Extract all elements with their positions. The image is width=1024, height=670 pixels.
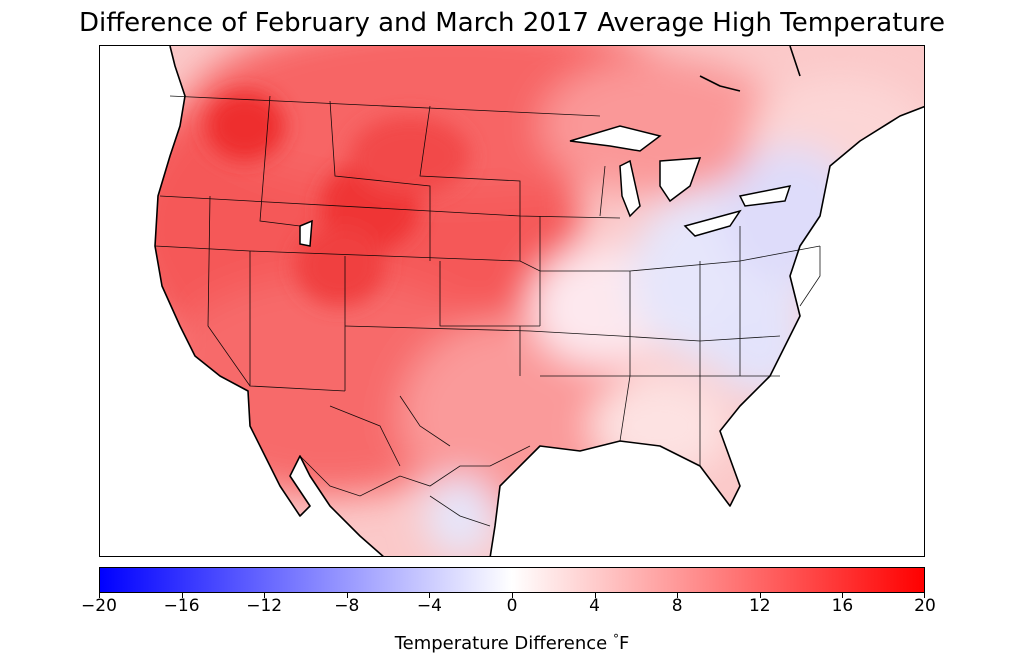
colorbar-tick-mark	[924, 593, 925, 598]
colorbar-tick-mark	[429, 593, 431, 598]
lake-huron	[659, 157, 702, 203]
map-title: Difference of February and March 2017 Av…	[79, 8, 945, 38]
colorbar-tick-mark	[677, 593, 679, 598]
colorbar-tick-label: −4	[416, 596, 442, 616]
lake-ontario	[738, 185, 792, 207]
colorbar-tick-label: 20	[914, 596, 936, 616]
colorbar-tick-mark	[99, 593, 100, 598]
colorbar-tick-label: 4	[589, 596, 601, 616]
lake-erie	[683, 209, 742, 237]
colorbar-tick-mark	[759, 593, 761, 598]
colorbar	[99, 567, 925, 593]
degree-symbol: °	[612, 632, 619, 646]
map-panel	[99, 45, 925, 557]
colorbar-tick-label: −20	[81, 596, 117, 616]
map-borders	[154, 46, 924, 556]
temperature-difference-map	[100, 46, 924, 556]
colorbar-tick-label: −12	[246, 596, 283, 616]
colorbar-tick-label: 8	[671, 596, 683, 616]
colorbar-label: Temperature Difference °F	[0, 632, 1024, 654]
colorbar-tick-mark	[181, 593, 183, 598]
state-borders	[154, 95, 821, 527]
colorbar-gradient	[100, 568, 924, 592]
colorbar-ticks: −20 −16 −12 −8 −4 0 4 8 12 16 20	[81, 593, 936, 623]
colorbar-tick-mark	[842, 593, 844, 598]
lake-michigan	[619, 159, 641, 218]
colorbar-tick-label: −16	[163, 596, 200, 616]
colorbar-tick-label: 0	[506, 596, 518, 616]
colorbar-label-text: Temperature Difference	[394, 633, 613, 654]
colorbar-tick-mark	[594, 593, 596, 598]
colorbar-tick-label: −8	[334, 596, 360, 616]
colorbar-tick-label: 12	[748, 596, 771, 616]
great-salt-lake	[299, 219, 313, 247]
colorbar-tick-mark	[512, 593, 513, 598]
colorbar-tick-mark	[346, 593, 348, 598]
lake-superior	[569, 125, 662, 152]
colorbar-label-unit: F	[618, 633, 630, 654]
colorbar-tick-label: 16	[831, 596, 854, 616]
colorbar-tick-mark	[264, 593, 266, 598]
